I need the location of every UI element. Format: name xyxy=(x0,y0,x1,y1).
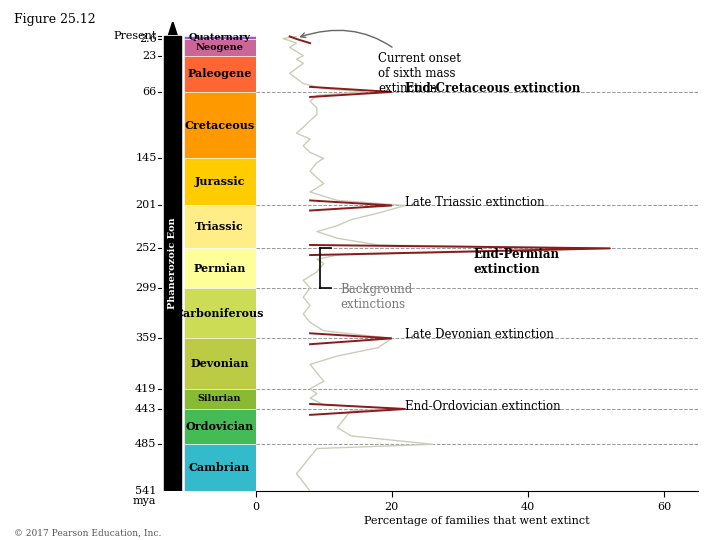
Text: © 2017 Pearson Education, Inc.: © 2017 Pearson Education, Inc. xyxy=(14,528,162,537)
Text: Phanerozoic Eon: Phanerozoic Eon xyxy=(168,218,177,309)
Text: Silurian: Silurian xyxy=(198,394,241,403)
Text: Late Devonian extinction: Late Devonian extinction xyxy=(405,328,554,341)
Text: Permian: Permian xyxy=(194,262,246,274)
Text: 419: 419 xyxy=(135,384,156,394)
Text: Cretaceous: Cretaceous xyxy=(184,120,255,131)
Text: Present: Present xyxy=(113,31,156,42)
Text: 23: 23 xyxy=(143,51,156,61)
Text: 541: 541 xyxy=(135,487,156,496)
Bar xyxy=(184,339,256,389)
Text: 2.6: 2.6 xyxy=(139,33,156,44)
X-axis label: Percentage of families that went extinct: Percentage of families that went extinct xyxy=(364,516,590,526)
Text: Paleogene: Paleogene xyxy=(187,69,252,79)
Text: Jurassic: Jurassic xyxy=(194,177,245,187)
Text: Devonian: Devonian xyxy=(190,358,249,369)
Bar xyxy=(184,288,256,339)
Text: Ordovician: Ordovician xyxy=(186,421,253,432)
Text: 201: 201 xyxy=(135,200,156,211)
Text: Figure 25.12: Figure 25.12 xyxy=(14,14,96,26)
Bar xyxy=(184,39,256,56)
Text: 299: 299 xyxy=(135,283,156,293)
Text: End-Ordovician extinction: End-Ordovician extinction xyxy=(405,400,561,413)
Text: 145: 145 xyxy=(135,153,156,164)
Bar xyxy=(184,36,256,39)
Text: 443: 443 xyxy=(135,404,156,414)
Text: Quaternary: Quaternary xyxy=(189,33,251,42)
Text: 359: 359 xyxy=(135,333,156,343)
Text: Current onset
of sixth mass
extinction: Current onset of sixth mass extinction xyxy=(300,30,461,94)
Text: mya: mya xyxy=(133,496,156,507)
Text: Neogene: Neogene xyxy=(196,43,243,52)
Text: Cambrian: Cambrian xyxy=(189,462,251,474)
Bar xyxy=(164,36,181,491)
Bar xyxy=(184,248,256,288)
Bar xyxy=(184,158,256,205)
Bar xyxy=(184,409,256,444)
Polygon shape xyxy=(168,22,177,35)
Text: Triassic: Triassic xyxy=(195,221,244,232)
Text: Carboniferous: Carboniferous xyxy=(175,308,264,319)
Bar xyxy=(184,205,256,248)
Bar xyxy=(184,444,256,491)
Text: End-Cretaceous extinction: End-Cretaceous extinction xyxy=(405,82,581,95)
Text: 66: 66 xyxy=(143,87,156,97)
Bar xyxy=(184,56,256,92)
Text: Late Triassic extinction: Late Triassic extinction xyxy=(405,195,545,208)
Bar xyxy=(184,92,256,158)
Text: End-Permian
extinction: End-Permian extinction xyxy=(474,248,559,276)
Bar xyxy=(184,389,256,409)
Text: 485: 485 xyxy=(135,440,156,449)
Text: Background
extinctions: Background extinctions xyxy=(341,283,413,311)
Text: 252: 252 xyxy=(135,244,156,253)
